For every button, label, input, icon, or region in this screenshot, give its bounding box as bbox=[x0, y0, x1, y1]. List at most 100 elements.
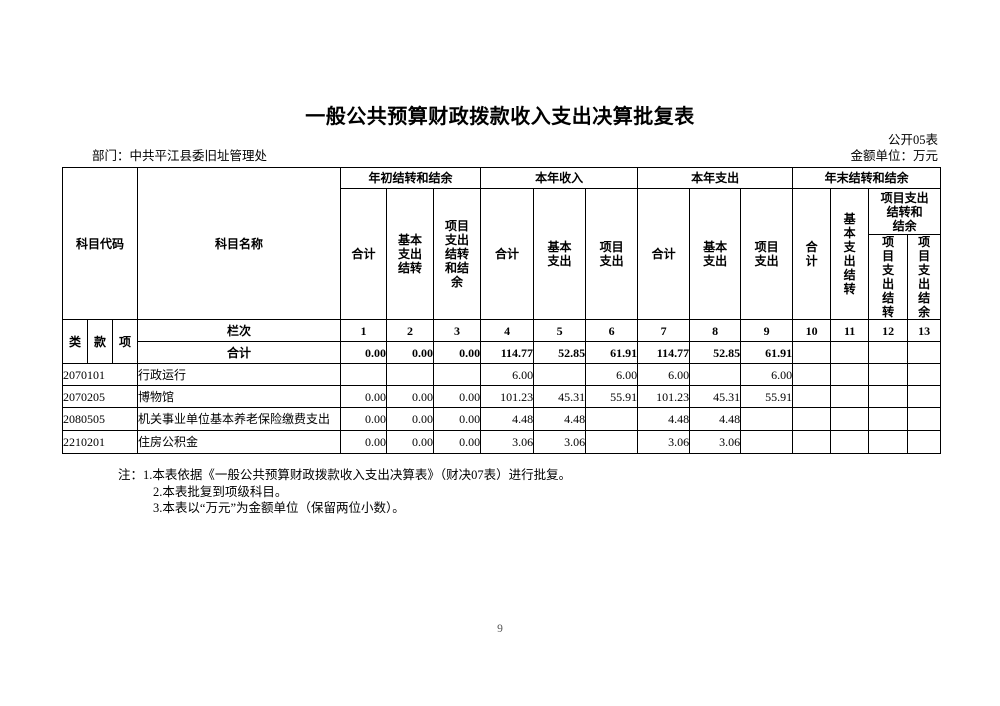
table-row: 2070205 博物馆 0.00 0.00 0.00 101.23 45.31 … bbox=[61, 385, 942, 408]
header-col-2-begin-basic: 基本 支出 结转 bbox=[386, 188, 435, 320]
total-value bbox=[792, 341, 832, 364]
cell-value: 0.00 bbox=[386, 385, 435, 408]
col-number: 8 bbox=[689, 319, 742, 342]
total-value: 0.00 bbox=[340, 341, 388, 364]
row-name: 行政运行 bbox=[137, 363, 342, 386]
cell-value: 45.31 bbox=[533, 385, 587, 408]
total-value bbox=[868, 341, 909, 364]
cell-value: 3.06 bbox=[480, 430, 535, 454]
cell-value: 6.00 bbox=[585, 363, 639, 386]
col-number: 2 bbox=[386, 319, 435, 342]
cell-value bbox=[830, 407, 870, 431]
page-number: 9 bbox=[497, 623, 503, 635]
header-col-7-expense-total: 合计 bbox=[637, 188, 691, 320]
header-class: 类 bbox=[62, 319, 88, 364]
meta-row: 部门：中共平江县委旧址管理处 金额单位：万元 bbox=[62, 148, 938, 165]
page-title: 一般公共预算财政拨款收入支出决算批复表 bbox=[305, 106, 695, 128]
cell-value bbox=[792, 407, 832, 431]
notes-block: 注： 1.本表依据《一般公共预算财政拨款收入支出决算表》（财决07表）进行批复。… bbox=[118, 467, 938, 517]
cell-value bbox=[868, 430, 909, 454]
cell-value: 4.48 bbox=[637, 407, 691, 431]
cell-value bbox=[533, 363, 587, 386]
cell-value bbox=[689, 363, 742, 386]
header-col-3-begin-project: 项目 支出 结转 和结 余 bbox=[433, 188, 482, 320]
cell-value: 0.00 bbox=[386, 407, 435, 431]
cell-value: 6.00 bbox=[480, 363, 535, 386]
column-number-row: 类 款 项 栏次 1 2 3 4 5 6 7 8 9 10 11 12 13 bbox=[62, 319, 942, 364]
header-subject-code: 科目代码 bbox=[61, 167, 139, 320]
col-number: 7 bbox=[637, 319, 691, 342]
header-col-12-end-project-carry: 项 目 支 出 结 转 bbox=[868, 234, 909, 320]
col-number: 5 bbox=[533, 319, 587, 342]
cell-value bbox=[868, 385, 909, 408]
col-number: 3 bbox=[433, 319, 482, 342]
cell-value bbox=[907, 385, 942, 408]
col-number: 10 bbox=[792, 319, 832, 342]
cell-value: 0.00 bbox=[340, 430, 388, 454]
cell-value bbox=[830, 385, 870, 408]
col-number: 11 bbox=[830, 319, 870, 342]
cell-value bbox=[792, 385, 832, 408]
col-number: 4 bbox=[480, 319, 535, 342]
header-sub-row: 合计 基本 支出 结转 项目 支出 结转 和结 余 合计 基本 支出 项目 支出… bbox=[63, 188, 942, 320]
header-group-row: 科目代码 科目名称 年初结转和结余 本年收入 本年支出 年末结转和结余 bbox=[61, 167, 942, 320]
total-row: 合计 0.00 0.00 0.00 114.77 52.85 61.91 114… bbox=[63, 341, 942, 364]
total-row-label: 合计 bbox=[137, 341, 342, 364]
cell-value bbox=[740, 407, 794, 431]
header-item: 项 bbox=[111, 319, 139, 364]
note-item: 3.本表以“万元”为金额单位（保留两位小数）。 bbox=[153, 501, 405, 515]
cell-value: 4.48 bbox=[533, 407, 587, 431]
col-number: 12 bbox=[868, 319, 909, 342]
row-name: 机关事业单位基本养老保险缴费支出 bbox=[137, 407, 342, 431]
header-sub-row-2: 项 目 支 出 结 转 项 目 支 出 结 余 bbox=[63, 234, 942, 320]
header-group-yearend-balance: 年末结转和结余 bbox=[792, 167, 942, 189]
cell-value bbox=[907, 430, 942, 454]
cell-value: 3.06 bbox=[689, 430, 742, 454]
header-lanci-label: 栏次 bbox=[137, 319, 342, 342]
cell-value bbox=[868, 363, 909, 386]
cell-value: 4.48 bbox=[689, 407, 742, 431]
total-value: 52.85 bbox=[689, 341, 742, 364]
total-value bbox=[907, 341, 942, 364]
cell-value: 3.06 bbox=[637, 430, 691, 454]
notes-prefix: 注： bbox=[118, 468, 144, 482]
cell-value bbox=[340, 363, 388, 386]
cell-value: 0.00 bbox=[433, 385, 482, 408]
cell-value bbox=[740, 430, 794, 454]
header-col-1-begin-total: 合计 bbox=[340, 188, 388, 320]
header-col-5-income-basic: 基本 支出 bbox=[533, 188, 587, 320]
total-value: 114.77 bbox=[637, 341, 691, 364]
note-item: 2.本表批复到项级科目。 bbox=[153, 484, 288, 499]
row-name: 住房公积金 bbox=[137, 430, 342, 454]
row-name: 博物馆 bbox=[137, 385, 342, 408]
cell-value: 6.00 bbox=[637, 363, 691, 386]
cell-value: 4.48 bbox=[480, 407, 535, 431]
header-col-6-income-project: 项目 支出 bbox=[585, 188, 639, 320]
col-number: 6 bbox=[585, 319, 639, 342]
cell-value: 101.23 bbox=[637, 385, 691, 408]
total-value: 0.00 bbox=[386, 341, 435, 364]
cell-value: 6.00 bbox=[740, 363, 794, 386]
cell-value: 3.06 bbox=[533, 430, 587, 454]
cell-value: 0.00 bbox=[340, 407, 388, 431]
header-group-current-income: 本年收入 bbox=[480, 167, 639, 189]
header-col-8-expense-basic: 基本 支出 bbox=[689, 188, 742, 320]
header-col-11-end-basic: 基 本 支 出 结 转 bbox=[830, 188, 870, 320]
row-code: 2080505 bbox=[61, 407, 139, 431]
cell-value bbox=[433, 363, 482, 386]
header-group-current-expense: 本年支出 bbox=[637, 167, 794, 189]
cell-value bbox=[585, 430, 639, 454]
col-number: 13 bbox=[907, 319, 942, 342]
col-number: 9 bbox=[740, 319, 794, 342]
cell-value bbox=[792, 430, 832, 454]
cell-value: 55.91 bbox=[740, 385, 794, 408]
notes-list: 1.本表依据《一般公共预算财政拨款收入支出决算表》（财决07表）进行批复。 2.… bbox=[143, 467, 571, 517]
total-value: 114.77 bbox=[480, 341, 535, 364]
row-code: 2070101 bbox=[61, 363, 139, 386]
header-col-4-income-total: 合计 bbox=[480, 188, 535, 320]
header-group-beginning-balance: 年初结转和结余 bbox=[340, 167, 482, 189]
total-value: 52.85 bbox=[533, 341, 587, 364]
sheet-number-label: 公开05表 bbox=[887, 133, 938, 147]
table-row: 2080505 机关事业单位基本养老保险缴费支出 0.00 0.00 0.00 … bbox=[61, 407, 942, 431]
cell-value bbox=[830, 430, 870, 454]
